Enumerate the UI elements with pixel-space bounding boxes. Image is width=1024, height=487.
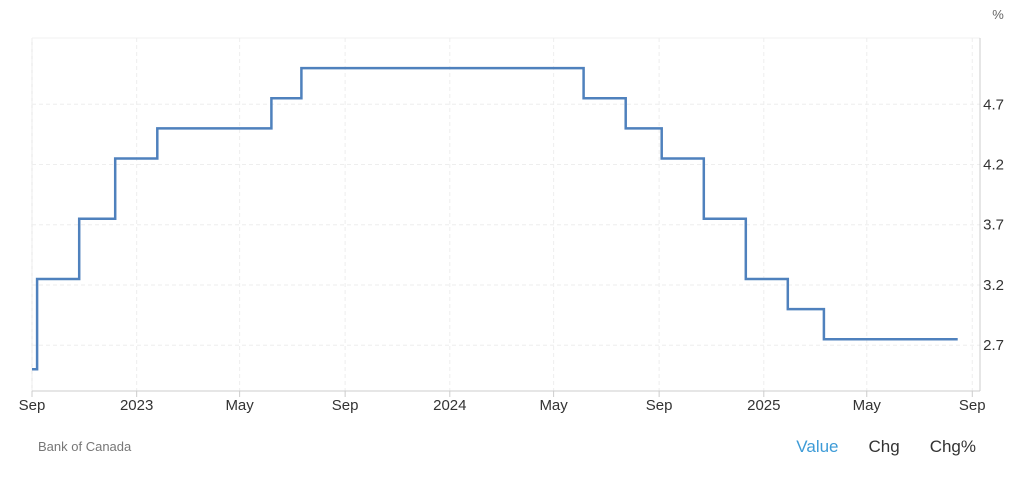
grid bbox=[31, 37, 980, 391]
y-tick-label: 4.2 bbox=[983, 157, 1004, 174]
y-tick-label: 3.7 bbox=[983, 217, 1004, 234]
x-tick-label: Sep bbox=[332, 397, 359, 414]
tab-chg[interactable]: Chg bbox=[868, 437, 900, 456]
x-tick-label: Sep bbox=[959, 397, 986, 414]
x-tick-label: Sep bbox=[646, 397, 673, 414]
x-tick-label: 2025 bbox=[747, 397, 780, 414]
x-tick-label: May bbox=[225, 397, 254, 414]
view-tabs: Value Chg Chg% bbox=[796, 437, 976, 457]
y-tick-label: 2.7 bbox=[983, 337, 1004, 354]
x-tick-label: Sep bbox=[19, 397, 46, 414]
series-line bbox=[32, 66, 958, 371]
x-tick-label: 2024 bbox=[433, 397, 466, 414]
y-axis-unit-label: % bbox=[992, 7, 1004, 22]
x-tick-label: May bbox=[539, 397, 568, 414]
axes: 2.7 3.2 3.7 4.2 4.7 Sep 2023 May Sep 2024 May Sep 20… bbox=[19, 38, 1004, 414]
source-label: Bank of Canada bbox=[38, 439, 132, 454]
y-tick-label: 3.2 bbox=[983, 277, 1004, 294]
tab-value[interactable]: Value bbox=[796, 437, 839, 456]
tab-chg-percent[interactable]: Chg% bbox=[929, 437, 976, 456]
y-tick-label: 4.7 bbox=[983, 96, 1004, 113]
x-tick-label: 2023 bbox=[120, 397, 153, 414]
series-layer bbox=[32, 66, 958, 371]
x-tick-label: May bbox=[853, 397, 882, 414]
